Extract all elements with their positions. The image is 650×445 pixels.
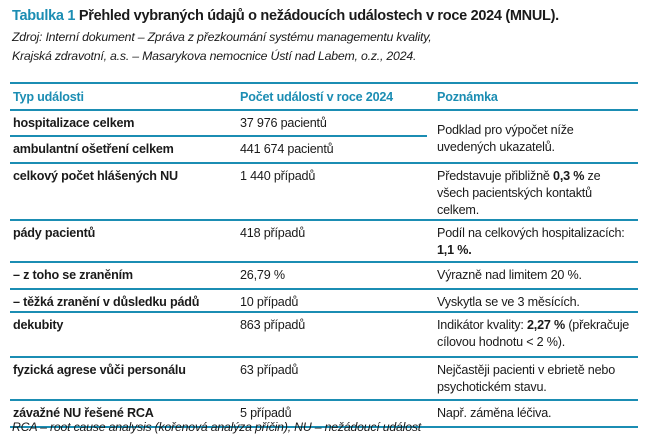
cell-type: hospitalizace celkem: [10, 110, 237, 137]
cell-count: 418 případů: [237, 220, 427, 263]
note-text: Indikátor kvality:: [437, 318, 527, 332]
header-row: Typ události Počet událostí v roce 2024 …: [10, 82, 638, 111]
table-label: Tabulka 1: [12, 8, 76, 24]
note-value: 2,27 %: [527, 318, 566, 332]
cell-type: – z toho se zraněním: [10, 262, 237, 290]
table-row: dekubity 863 případů Indikátor kvality: …: [10, 312, 638, 358]
cell-count: 5 případů: [237, 400, 427, 428]
note-text: ze všech pacientských kontaktů celkem.: [437, 169, 601, 217]
cell-note: Nejčastěji pacienti v ebrietě nebo psych…: [427, 357, 638, 401]
table-row: pády pacientů 418 případů Podíl na celko…: [10, 220, 638, 263]
cell-note: Podíl na celkových hospitalizacích: 1,1 …: [427, 220, 638, 263]
header-count: Počet událostí v roce 2024: [237, 82, 427, 111]
table-title: Přehled vybraných údajů o nežádoucích ud…: [78, 8, 559, 24]
source-line-2: Krajská zdravotní, a.s. – Masarykova nem…: [12, 49, 417, 63]
table-row: hospitalizace celkem 37 976 pacientů Pod…: [10, 110, 638, 164]
note-value: 1,1 %.: [437, 243, 472, 257]
cell-note: Vyskytla se ve 3 měsících.: [427, 289, 638, 313]
cell-count: 863 případů: [237, 312, 427, 358]
cell-type: pády pacientů: [10, 220, 237, 263]
source-note: Zdroj: Interní dokument – Zpráva z přezk…: [12, 28, 432, 66]
cell-count: 37 976 pacientů: [237, 110, 427, 137]
header-type: Typ události: [10, 82, 237, 111]
cell-type: celkový počet hlášených NU: [10, 163, 237, 221]
cell-count: 26,79 %: [237, 262, 427, 290]
table-row: závažné NU řešené RCA 5 případů Např. zá…: [10, 400, 638, 428]
cell-note: Indikátor kvality: 2,27 % (překračuje cí…: [427, 312, 638, 358]
cell-type: – těžká zranění v důsledku pádů: [10, 289, 237, 313]
source-line-1: Zdroj: Interní dokument – Zpráva z přezk…: [12, 30, 432, 44]
cell-count: 63 případů: [237, 357, 427, 401]
adverse-events-table: Typ události Počet událostí v roce 2024 …: [10, 82, 638, 428]
cell-type: ambulantní ošetření celkem: [10, 136, 237, 164]
cell-count: 441 674 pacientů: [237, 136, 427, 164]
table-footnote: RCA – root cause analysis (kořenová anal…: [12, 420, 422, 434]
table-caption: Tabulka 1 Přehled vybraných údajů o nežá…: [12, 8, 559, 24]
note-text: Podíl na celkových hospitalizacích:: [437, 226, 625, 240]
note-text: Představuje přibližně: [437, 169, 554, 183]
note-text: (překračuje cílovou hodnotu < 2 %).: [437, 318, 630, 349]
note-value: 0,3 %: [553, 169, 585, 183]
table-row: – těžká zranění v důsledku pádů 10 přípa…: [10, 289, 638, 313]
cell-count: 1 440 případů: [237, 163, 427, 221]
table-row: fyzická agrese vůči personálu 63 případů…: [10, 357, 638, 401]
table-row: ambulantní ošetření celkem 441 674 pacie…: [10, 136, 638, 164]
cell-note: Výrazně nad limitem 20 %.: [427, 262, 638, 290]
cell-note: Např. záměna léčiva.: [427, 400, 638, 428]
cell-type: závažné NU řešené RCA: [10, 400, 237, 428]
cell-count: 10 případů: [237, 289, 427, 313]
header-note: Poznámka: [427, 82, 638, 111]
table-row: celkový počet hlášených NU 1 440 případů…: [10, 163, 638, 221]
cell-note: Podklad pro výpočet níže uvedených ukaza…: [427, 110, 638, 164]
cell-note: Představuje přibližně 0,3 % ze všech pac…: [427, 163, 638, 221]
table-row: – z toho se zraněním 26,79 % Výrazně nad…: [10, 262, 638, 290]
cell-type: fyzická agrese vůči personálu: [10, 357, 237, 401]
cell-type: dekubity: [10, 312, 237, 358]
